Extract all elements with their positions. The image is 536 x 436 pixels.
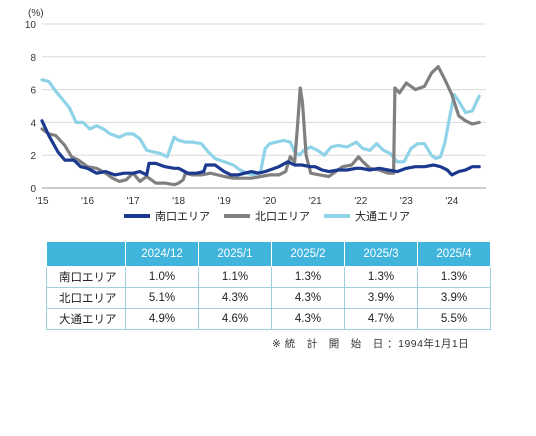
table-cell: 4.6% [198,308,272,330]
table-header-cell: 2025/1 [198,241,272,267]
table-cell: 4.9% [125,308,199,330]
table-cell: 1.1% [198,266,272,288]
y-tick-label: 4 [30,118,36,129]
series-line-0 [40,119,481,177]
x-axis-ticks: '15 '16 '17 '18 '19 '20 '21 '22 '23 '24 [35,196,458,207]
row-label: 北口エリア [46,287,126,309]
table-cell: 5.5% [417,308,491,330]
legend-item-south: 南口エリア [124,208,210,224]
legend-swatch-north [224,214,250,218]
table-cell: 4.7% [344,308,418,330]
y-tick-label: 2 [30,151,36,162]
table-cell: 4.3% [271,287,345,309]
table-header-row: 2024/12 2025/1 2025/2 2025/3 2025/4 [46,241,491,267]
vacancy-rate-table: 2024/12 2025/1 2025/2 2025/3 2025/4 南口エリ… [46,241,491,330]
x-tick-label: '21 [309,196,322,207]
x-tick-label: '20 [263,196,276,207]
table-cell: 3.9% [417,287,491,309]
y-tick-label: 8 [30,53,36,64]
x-tick-label: '17 [127,196,140,207]
x-tick-label: '19 [218,196,231,207]
legend-label-odori: 大通エリア [355,211,410,223]
table-header-cell: 2024/12 [125,241,199,267]
x-tick-label: '18 [172,196,185,207]
table-row: 北口エリア 5.1% 4.3% 4.3% 3.9% 3.9% [46,287,491,309]
table-cell: 1.3% [344,266,418,288]
table-row: 南口エリア 1.0% 1.1% 1.3% 1.3% 1.3% [46,266,491,288]
table-header-cell: 2025/2 [271,241,345,267]
x-tick-label: '16 [81,196,94,207]
table-header-cell: 2025/3 [344,241,418,267]
x-tick-label: '15 [35,196,48,207]
legend-item-north: 北口エリア [224,208,310,224]
y-axis-unit-label: (%) [28,8,44,19]
gridlines [42,23,486,189]
legend-item-odori: 大通エリア [324,208,410,224]
table-cell: 5.1% [125,287,199,309]
y-tick-label: 0 [30,184,36,195]
y-tick-label: 10 [25,20,37,31]
legend-swatch-south [124,214,150,218]
x-tick-label: '22 [354,196,367,207]
statistics-start-date-note: ※ 統 計 開 始 日 ：1994年1月1日 [272,338,470,350]
series-lines [40,65,481,187]
row-label: 南口エリア [46,266,126,288]
series-line-1 [40,65,481,187]
table-cell: 1.0% [125,266,199,288]
row-label: 大通エリア [46,308,126,330]
x-tick-label: '24 [445,196,458,207]
y-tick-label: 6 [30,86,36,97]
table-cell: 4.3% [198,287,272,309]
table-cell: 4.3% [271,308,345,330]
series-line-2 [40,78,481,177]
legend-label-south: 南口エリア [155,211,210,223]
chart-legend: 南口エリア 北口エリア 大通エリア [0,208,536,228]
table-cell: 1.3% [417,266,491,288]
table-row: 大通エリア 4.9% 4.6% 4.3% 4.7% 5.5% [46,308,491,330]
y-axis-ticks: 0 2 4 6 8 10 [25,20,37,195]
table-header-cell: 2025/4 [417,241,491,267]
table-cell: 3.9% [344,287,418,309]
x-tick-label: '23 [400,196,413,207]
vacancy-rate-line-chart: 0 2 4 6 8 10 '15 '16 '17 '18 '19 '20 '21 '22 '23 '24 (… [25,8,486,207]
table-cell: 1.3% [271,266,345,288]
legend-swatch-odori [324,214,350,218]
legend-label-north: 北口エリア [255,211,310,223]
table-header-corner [46,241,126,267]
